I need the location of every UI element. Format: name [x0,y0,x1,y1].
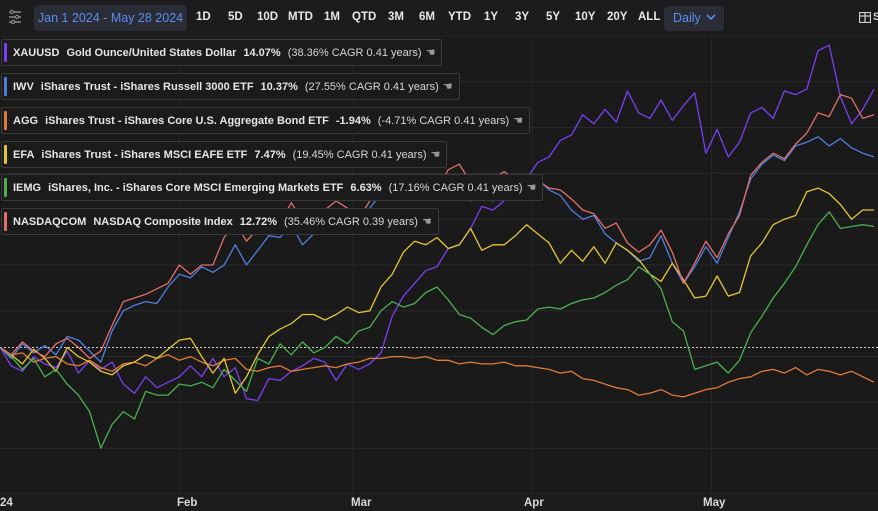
x-axis-label: Feb [177,497,198,509]
legend-item-nasdaqcom[interactable]: NASDAQCOM NASDAQ Composite Index 12.72% … [1,208,439,235]
legend-return: 12.72% [239,215,278,228]
period-button-3y[interactable]: 3Y [515,11,530,23]
hand-icon: ☚ [513,115,524,127]
legend-name: iShares Trust - iShares MSCI EAFE ETF [41,148,248,161]
period-button-10y[interactable]: 10Y [575,11,596,23]
legend-symbol: IEMG [13,181,42,194]
legend-color-efa [4,145,7,164]
series-line-xauusd [0,44,875,402]
chart-area: XAUUSD Gold Ounce/United States Dollar 1… [0,36,878,494]
legend-item-xauusd[interactable]: XAUUSD Gold Ounce/United States Dollar 1… [1,39,443,66]
legend-item-agg[interactable]: AGG iShares Trust - iShares Core U.S. Ag… [1,107,531,134]
settings-sliders-icon[interactable] [7,9,23,25]
period-button-1d[interactable]: 1D [196,11,211,23]
legend-symbol: EFA [13,148,35,161]
legend-cagr: (17.16% CAGR 0.41 years) [388,181,523,194]
legend-color-nasdaqcom [4,212,7,231]
x-axis-label: May [703,497,726,509]
period-button-20y[interactable]: 20Y [607,11,628,23]
line-chart [0,36,878,494]
period-button-5d[interactable]: 5D [228,11,243,23]
legend-return: 7.47% [254,148,286,161]
legend-return: 10.37% [260,80,298,93]
period-button-5y[interactable]: 5Y [546,11,561,23]
table-icon[interactable] [859,12,871,23]
legend-name: iShares Trust - iShares Core U.S. Aggreg… [45,114,329,127]
legend-return: -1.94% [335,114,371,127]
series-line-iwv [0,136,875,363]
chevron-down-icon [706,7,716,37]
legend-cagr: (38.36% CAGR 0.41 years) [287,46,422,59]
legend-symbol: IWV [13,80,34,93]
period-button-10d[interactable]: 10D [257,11,279,23]
legend-color-iemg [4,178,7,197]
legend-symbol: XAUUSD [13,46,60,59]
legend-color-xauusd [4,43,7,62]
legend-name: Gold Ounce/United States Dollar [66,46,237,59]
legend-cagr: (19.45% CAGR 0.41 years) [292,148,427,161]
legend-cagr: (27.55% CAGR 0.41 years) [304,80,439,93]
legend-symbol: AGG [13,114,39,127]
series-line-agg [0,346,875,398]
period-button-1y[interactable]: 1Y [484,11,499,23]
legend-symbol: NASDAQCOM [13,215,87,228]
hand-icon: ☚ [526,182,537,194]
period-button-1m[interactable]: 1M [324,11,340,23]
legend-item-iemg[interactable]: IEMG iShares, Inc. - iShares Core MSCI E… [1,174,544,201]
frequency-select[interactable]: Daily [664,6,724,31]
legend-cagr: (35.46% CAGR 0.39 years) [284,215,418,228]
table-label[interactable]: S [873,11,878,23]
x-axis-label: Mar [351,497,372,509]
hand-icon: ☚ [442,81,453,93]
period-button-qtd[interactable]: QTD [352,11,377,23]
legend-cagr: (-4.71% CAGR 0.41 years) [377,114,510,127]
period-button-3m[interactable]: 3M [388,11,404,23]
toolbar: Jan 1 2024 - May 28 2024 1D 5D 10D MTD 1… [0,0,878,36]
legend-item-iwv[interactable]: IWV iShares Trust - iShares Russell 3000… [1,73,460,100]
hand-icon: ☚ [425,47,436,59]
date-range-button[interactable]: Jan 1 2024 - May 28 2024 [34,5,187,31]
period-button-mtd[interactable]: MTD [288,11,313,23]
period-button-ytd[interactable]: YTD [448,11,471,23]
hand-icon: ☚ [430,149,441,161]
legend-name: NASDAQ Composite Index [93,215,233,228]
period-button-6m[interactable]: 6M [419,11,435,23]
period-button-all[interactable]: ALL [638,11,661,23]
hand-icon: ☚ [421,216,432,228]
frequency-value: Daily [673,11,701,25]
x-axis-label: Apr [524,497,544,509]
legend-return: 6.63% [350,181,382,194]
legend-return: 14.07% [243,46,281,59]
x-axis-label: 24 [0,497,13,509]
series-line-efa [0,187,874,394]
legend-name: iShares Trust - iShares Russell 3000 ETF [40,80,254,93]
legend-item-efa[interactable]: EFA iShares Trust - iShares MSCI EAFE ET… [1,141,448,168]
legend-name: iShares, Inc. - iShares Core MSCI Emergi… [48,181,344,194]
series-line-iemg [0,211,875,449]
legend-color-agg [4,111,7,130]
legend-color-iwv [4,77,7,96]
